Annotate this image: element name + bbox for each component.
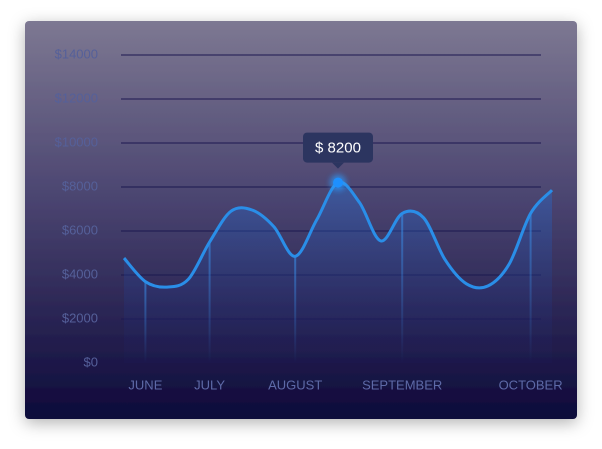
- drop-line: [294, 256, 297, 363]
- drop-line: [401, 213, 404, 363]
- x-tick-label: JUNE: [128, 377, 162, 392]
- area: [124, 182, 552, 363]
- y-tick-label: $2000: [62, 310, 98, 325]
- tooltip: [303, 132, 373, 163]
- point: [333, 177, 343, 188]
- y-tick-label: $12000: [55, 90, 98, 105]
- x-tick-label: AUGUST: [268, 377, 322, 392]
- drop-line: [208, 242, 211, 363]
- tooltip-label: $ 8200: [315, 140, 361, 157]
- y-tick-label: $4000: [62, 266, 98, 281]
- y-tick-label: $8000: [62, 178, 98, 193]
- drop-line: [529, 213, 532, 363]
- x-tick-label: OCTOBER: [499, 377, 563, 392]
- y-tick-label: $6000: [62, 222, 98, 237]
- drop-line: [144, 281, 147, 363]
- plot: $0 $2000 $4000 $6000 $8000 $10000 $12000 $14000…: [55, 46, 563, 392]
- y-tick-label: $14000: [55, 46, 98, 61]
- x-tick-label: SEPTEMBER: [362, 377, 442, 392]
- y-tick-label: $10000: [55, 134, 98, 149]
- y-tick-label: $0: [84, 354, 98, 369]
- tooltip-arrow: [332, 162, 344, 169]
- x-tick-label: JULY: [194, 377, 225, 392]
